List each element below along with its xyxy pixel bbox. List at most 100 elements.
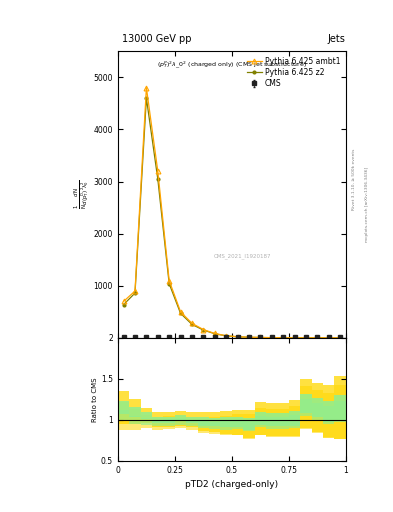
Text: mcplots.cern.ch [arXiv:1306.3436]: mcplots.cern.ch [arXiv:1306.3436] — [365, 167, 369, 242]
Bar — [277, 417, 289, 429]
Bar — [118, 410, 129, 421]
Bar — [198, 417, 209, 433]
Pythia 6.425 ambt1 — [224, 333, 229, 339]
Bar — [300, 386, 312, 429]
Bar — [255, 402, 266, 435]
Bar — [118, 402, 129, 430]
Text: CMS_2021_I1920187: CMS_2021_I1920187 — [214, 253, 271, 259]
Bar — [255, 416, 266, 427]
Bar — [175, 411, 186, 425]
Bar — [266, 417, 277, 429]
Bar — [266, 409, 277, 437]
Pythia 6.425 z2 — [224, 333, 229, 339]
Bar — [220, 416, 232, 435]
Bar — [277, 403, 289, 436]
Bar — [266, 403, 277, 436]
Bar — [300, 379, 312, 428]
Bar — [220, 421, 232, 430]
Pythia 6.425 ambt1 — [121, 298, 126, 305]
Bar — [175, 415, 186, 428]
Bar — [209, 417, 220, 434]
Line: Pythia 6.425 ambt1: Pythia 6.425 ambt1 — [121, 86, 343, 340]
Pythia 6.425 z2 — [201, 327, 206, 333]
Bar — [232, 410, 243, 435]
Bar — [300, 394, 312, 413]
Pythia 6.425 ambt1 — [304, 335, 309, 341]
Pythia 6.425 ambt1 — [133, 288, 138, 294]
Bar — [289, 415, 300, 428]
Bar — [323, 386, 334, 438]
Pythia 6.425 z2 — [167, 281, 171, 287]
Pythia 6.425 z2 — [121, 302, 126, 308]
Text: Jets: Jets — [328, 33, 346, 44]
Pythia 6.425 ambt1 — [292, 335, 297, 341]
Bar — [198, 421, 209, 428]
Legend: Pythia 6.425 ambt1, Pythia 6.425 z2, CMS: Pythia 6.425 ambt1, Pythia 6.425 z2, CMS — [245, 55, 342, 90]
Bar — [289, 411, 300, 425]
Bar — [334, 385, 346, 439]
Bar — [163, 417, 175, 423]
Y-axis label: $\frac{1}{\mathrm{N}}\frac{d\mathrm{N}}{d\mathrm{(p_T^D)^2}\mathrm{\lambda_0^2}}: $\frac{1}{\mathrm{N}}\frac{d\mathrm{N}}{… — [72, 180, 91, 209]
Bar — [243, 421, 255, 431]
Text: $(p_T^P)^2\lambda\_0^2$ (charged only) (CMS jet substructure): $(p_T^P)^2\lambda\_0^2$ (charged only) (… — [157, 60, 307, 71]
Pythia 6.425 ambt1 — [167, 278, 171, 284]
Bar — [220, 411, 232, 434]
Pythia 6.425 z2 — [156, 176, 160, 182]
Text: 13000 GeV pp: 13000 GeV pp — [122, 33, 191, 44]
Pythia 6.425 ambt1 — [201, 327, 206, 333]
Bar — [118, 391, 129, 424]
Bar — [152, 417, 163, 423]
Pythia 6.425 z2 — [270, 334, 274, 340]
Pythia 6.425 z2 — [247, 334, 252, 340]
Bar — [186, 417, 198, 423]
Bar — [141, 418, 152, 425]
Pythia 6.425 ambt1 — [315, 335, 320, 341]
Pythia 6.425 z2 — [258, 334, 263, 340]
Bar — [186, 420, 198, 426]
Pythia 6.425 z2 — [315, 335, 320, 341]
Bar — [232, 417, 243, 427]
Pythia 6.425 ambt1 — [247, 334, 252, 340]
Bar — [163, 419, 175, 425]
Bar — [266, 413, 277, 426]
Pythia 6.425 ambt1 — [258, 334, 263, 340]
Pythia 6.425 ambt1 — [338, 335, 343, 341]
Bar — [255, 408, 266, 435]
Bar — [129, 407, 141, 417]
Y-axis label: Ratio to CMS: Ratio to CMS — [92, 377, 98, 421]
Bar — [323, 393, 334, 437]
Bar — [277, 413, 289, 426]
Bar — [118, 401, 129, 414]
Line: Pythia 6.425 z2: Pythia 6.425 z2 — [122, 97, 342, 339]
Bar — [323, 401, 334, 422]
Bar — [232, 414, 243, 435]
Bar — [312, 390, 323, 433]
Pythia 6.425 ambt1 — [213, 330, 217, 336]
Bar — [300, 399, 312, 416]
Bar — [152, 417, 163, 430]
Pythia 6.425 z2 — [190, 322, 195, 328]
Pythia 6.425 z2 — [304, 335, 309, 341]
Bar — [209, 422, 220, 429]
Bar — [255, 412, 266, 425]
Pythia 6.425 z2 — [133, 290, 138, 296]
Pythia 6.425 z2 — [338, 335, 343, 341]
Bar — [209, 413, 220, 432]
Pythia 6.425 z2 — [213, 331, 217, 337]
Bar — [334, 395, 346, 420]
Bar — [163, 416, 175, 429]
Bar — [232, 421, 243, 429]
Pythia 6.425 ambt1 — [178, 309, 183, 315]
Text: Rivet 3.1.10, ≥ 500k events: Rivet 3.1.10, ≥ 500k events — [352, 148, 356, 210]
Pythia 6.425 ambt1 — [270, 334, 274, 340]
Bar — [129, 399, 141, 424]
Pythia 6.425 ambt1 — [144, 84, 149, 91]
Pythia 6.425 ambt1 — [327, 335, 331, 341]
Bar — [243, 414, 255, 439]
Bar — [152, 413, 163, 427]
Bar — [312, 403, 323, 420]
Bar — [334, 376, 346, 439]
Bar — [198, 412, 209, 431]
Bar — [141, 415, 152, 428]
Bar — [312, 383, 323, 432]
